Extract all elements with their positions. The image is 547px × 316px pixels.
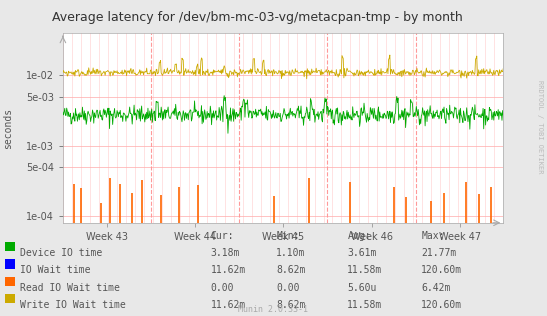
Text: 0.00: 0.00: [211, 283, 234, 293]
Text: 3.18m: 3.18m: [211, 248, 240, 258]
Text: 120.60m: 120.60m: [421, 265, 462, 276]
Text: 3.61m: 3.61m: [347, 248, 377, 258]
Text: 11.62m: 11.62m: [211, 300, 246, 310]
Text: 120.60m: 120.60m: [421, 300, 462, 310]
Text: 11.58m: 11.58m: [347, 300, 382, 310]
Text: 21.77m: 21.77m: [421, 248, 456, 258]
Text: Write IO Wait time: Write IO Wait time: [20, 300, 126, 310]
Text: RRDTOOL / TOBI OETIKER: RRDTOOL / TOBI OETIKER: [538, 80, 543, 173]
Text: Read IO Wait time: Read IO Wait time: [20, 283, 120, 293]
Text: IO Wait time: IO Wait time: [20, 265, 91, 276]
Text: 11.58m: 11.58m: [347, 265, 382, 276]
Text: 8.62m: 8.62m: [276, 265, 306, 276]
Text: seconds: seconds: [3, 107, 13, 149]
Text: Cur:: Cur:: [211, 231, 234, 241]
Text: Average latency for /dev/bm-mc-03-vg/metacpan-tmp - by month: Average latency for /dev/bm-mc-03-vg/met…: [52, 11, 462, 24]
Text: 0.00: 0.00: [276, 283, 300, 293]
Text: Device IO time: Device IO time: [20, 248, 102, 258]
Text: Munin 2.0.33-1: Munin 2.0.33-1: [238, 306, 309, 314]
Text: Avg:: Avg:: [347, 231, 371, 241]
Text: Max:: Max:: [421, 231, 445, 241]
Text: 1.10m: 1.10m: [276, 248, 306, 258]
Text: Min:: Min:: [276, 231, 300, 241]
Text: 8.62m: 8.62m: [276, 300, 306, 310]
Text: 5.60u: 5.60u: [347, 283, 377, 293]
Text: 11.62m: 11.62m: [211, 265, 246, 276]
Text: 6.42m: 6.42m: [421, 283, 451, 293]
